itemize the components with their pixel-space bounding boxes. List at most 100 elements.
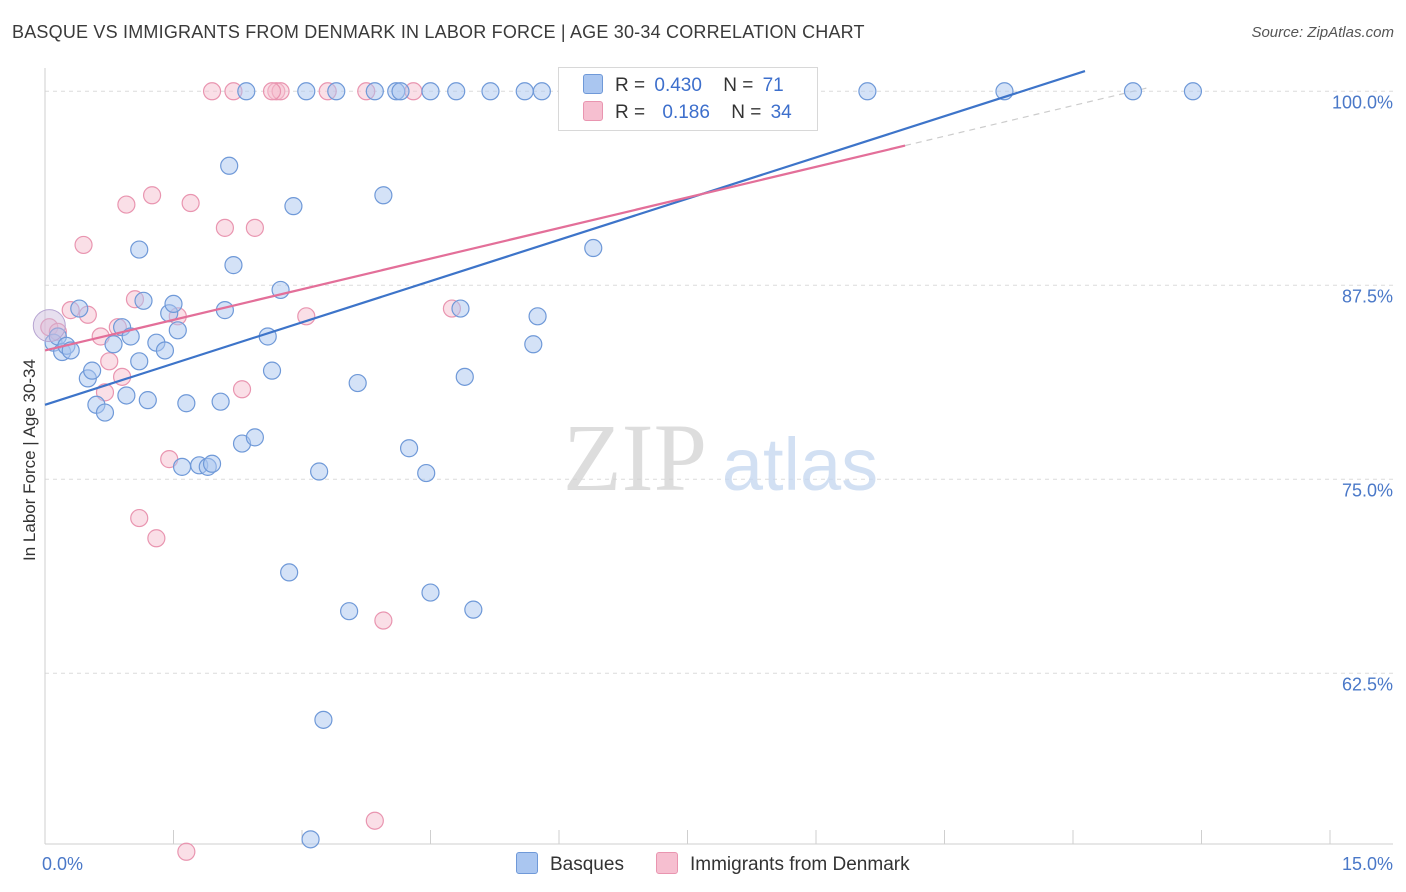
watermark-atlas: atlas: [722, 423, 878, 506]
trend-extension-immigrants: [904, 86, 1151, 147]
y-tick-labels: 62.5% 75.0% 87.5% 100.0%: [1332, 92, 1393, 694]
point-basques: [451, 299, 470, 318]
point-basques: [237, 82, 256, 101]
point-basques: [177, 394, 196, 413]
point-immigrants-from-denmark: [130, 508, 149, 528]
point-basques: [138, 391, 157, 410]
point-immigrants-from-denmark: [142, 186, 162, 205]
point-basques: [211, 392, 230, 411]
point-immigrants-from-denmark: [147, 529, 166, 548]
point-basques: [172, 457, 192, 476]
bottom-legend-label-immigrants: Immigrants from Denmark: [690, 854, 910, 875]
bottom-legend-swatch-basques: [516, 852, 538, 874]
legend-row-immigrants: R = 0.186 N = 34: [583, 101, 792, 127]
point-basques: [202, 454, 222, 473]
point-cluster: [32, 309, 66, 343]
y-tick-label: 100.0%: [1332, 92, 1393, 112]
point-immigrants-from-denmark: [95, 383, 115, 402]
source-label: Source: ZipAtlas.com: [1251, 24, 1394, 41]
legend-n-label: N =: [731, 102, 762, 123]
point-basques: [1123, 82, 1143, 101]
x-tick-labels: 0.0% 15.0%: [42, 854, 1393, 874]
legend-r-label: R =: [615, 75, 646, 96]
point-basques: [130, 352, 149, 371]
watermark: ZIP atlas: [563, 404, 878, 511]
bottom-legend-label-basques: Basques: [550, 854, 624, 875]
point-basques: [421, 583, 440, 602]
point-basques: [284, 197, 303, 216]
point-basques: [155, 341, 175, 360]
point-basques: [455, 367, 474, 386]
point-basques: [1183, 82, 1203, 101]
point-basques: [417, 463, 436, 483]
point-immigrants-from-denmark: [262, 82, 282, 101]
y-tick-label: 62.5%: [1342, 674, 1393, 694]
bottom-legend-immigrants: Immigrants from Denmark: [656, 852, 910, 876]
point-immigrants-from-denmark: [181, 193, 200, 213]
x-tick-label: 0.0%: [42, 854, 83, 874]
legend-swatch-basques: [583, 74, 603, 94]
point-basques: [310, 462, 329, 481]
point-basques: [83, 361, 102, 380]
point-immigrants-from-denmark: [117, 195, 136, 214]
point-basques: [104, 335, 123, 354]
trend-line-basques: [44, 70, 1086, 406]
point-basques: [464, 600, 483, 619]
x-tick-label: 15.0%: [1342, 854, 1393, 874]
point-basques: [528, 307, 547, 326]
legend-r-basques: 0.430: [654, 75, 702, 96]
watermark-zip: ZIP: [563, 404, 707, 511]
point-basques: [297, 82, 316, 101]
point-basques: [524, 335, 543, 354]
point-basques: [121, 327, 140, 346]
legend-r-immigrants: 0.186: [662, 102, 710, 123]
legend-n-label: N =: [723, 75, 754, 96]
point-basques: [224, 256, 243, 275]
chart-title: BASQUE VS IMMIGRANTS FROM DENMARK IN LAB…: [12, 22, 865, 42]
point-basques: [515, 82, 534, 101]
point-basques: [168, 321, 187, 340]
point-basques: [374, 186, 393, 205]
legend-row-basques: R = 0.430 N = 71: [583, 74, 784, 100]
point-immigrants-from-denmark: [202, 82, 222, 101]
point-basques: [95, 403, 115, 422]
point-basques: [262, 361, 282, 380]
point-immigrants-from-denmark: [215, 218, 234, 237]
y-tick-label: 75.0%: [1342, 480, 1393, 500]
point-basques: [365, 82, 384, 101]
point-basques: [421, 82, 440, 101]
trend-line-immigrants: [44, 144, 906, 352]
point-basques: [220, 156, 239, 175]
bottom-legend-basques: Basques: [516, 852, 624, 876]
point-basques: [134, 291, 153, 310]
y-tick-label: 87.5%: [1342, 286, 1393, 306]
points-basques: [32, 82, 1203, 849]
point-basques: [584, 238, 603, 258]
point-immigrants-from-denmark: [74, 235, 93, 255]
point-basques: [447, 82, 466, 101]
points-immigrants-from-denmark: [40, 82, 462, 861]
trend-lines: [44, 70, 1086, 406]
point-basques: [399, 439, 419, 458]
point-basques: [130, 240, 149, 259]
point-immigrants-from-denmark: [374, 611, 393, 630]
point-basques: [164, 294, 183, 314]
legend-swatch-immigrants: [583, 101, 603, 121]
legend-n-immigrants: 34: [770, 102, 792, 123]
trend-extension: [904, 86, 1151, 147]
point-basques: [481, 82, 500, 101]
legend-n-basques: 71: [762, 75, 784, 96]
point-basques: [348, 373, 367, 393]
point-basques: [245, 428, 264, 447]
axes: [44, 68, 1393, 845]
point-basques: [327, 82, 346, 101]
point-immigrants-from-denmark: [245, 218, 264, 237]
point-basques: [340, 602, 359, 621]
bottom-legend-swatch-immigrants: [656, 852, 678, 874]
y-axis-label: In Labor Force | Age 30-34: [20, 359, 39, 561]
point-immigrants-from-denmark: [232, 380, 252, 399]
legend: R = 0.430 N = 71 R = 0.186 N = 34: [558, 67, 818, 131]
point-basques: [532, 82, 551, 101]
point-basques: [117, 386, 136, 405]
